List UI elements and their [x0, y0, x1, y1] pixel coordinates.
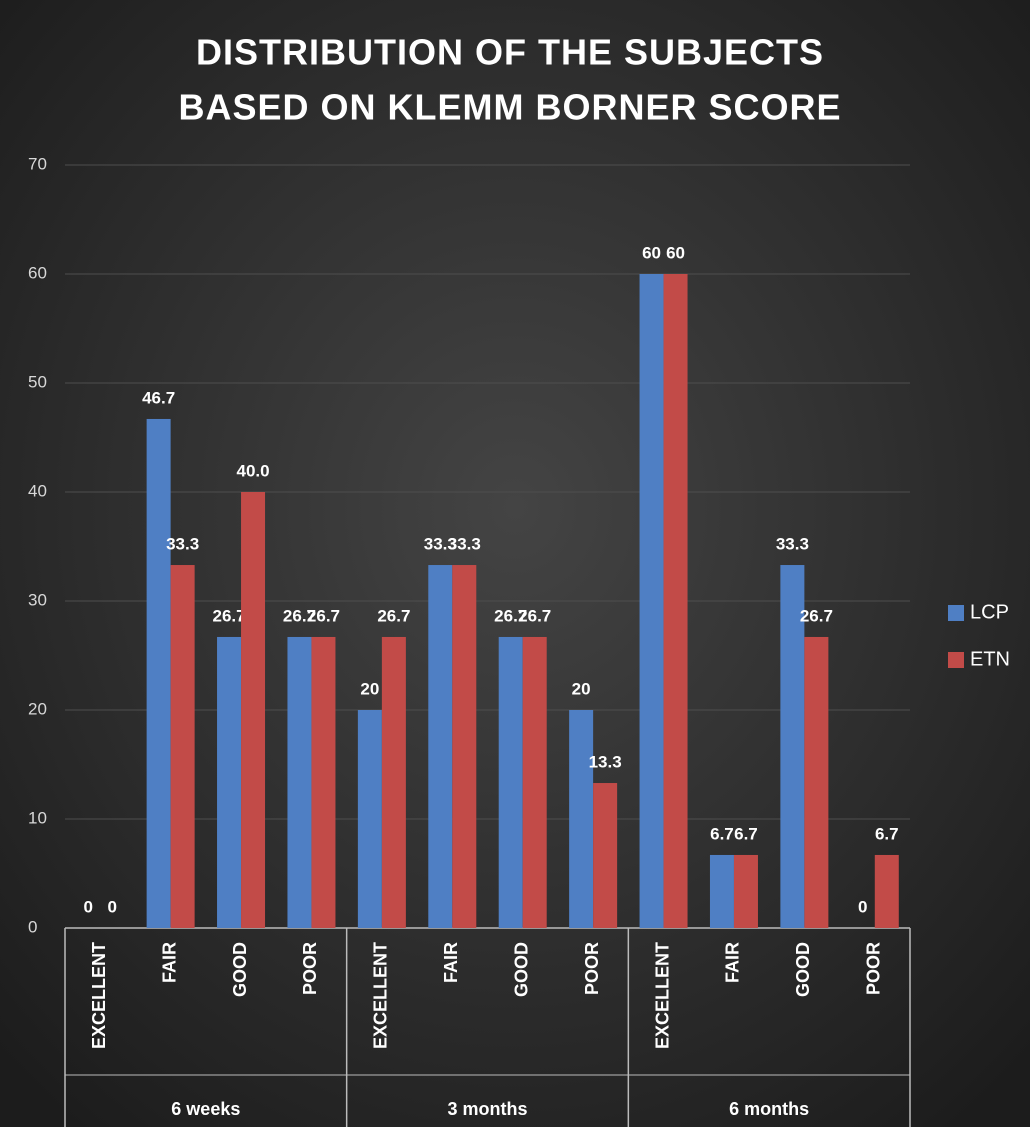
data-label: 33.3 [166, 535, 199, 554]
data-label: 26.7 [494, 606, 527, 625]
bar [780, 565, 805, 928]
x-tick-label: GOOD [230, 942, 250, 997]
data-label: 20 [572, 679, 591, 698]
data-label: 26.7 [377, 606, 410, 625]
y-tick-label: 10 [28, 808, 47, 827]
bar [804, 636, 829, 928]
group-label: 6 months [729, 1099, 809, 1119]
bar [241, 492, 266, 928]
data-label: 60 [642, 243, 661, 262]
x-tick-label: EXCELLENT [89, 942, 109, 1049]
data-label: 20 [360, 679, 379, 698]
bar [593, 783, 618, 928]
data-label: 33.3 [424, 535, 457, 554]
x-tick-label: POOR [300, 942, 320, 995]
x-tick-label: FAIR [159, 942, 179, 983]
x-tick-label: EXCELLENT [371, 942, 391, 1049]
x-tick-label: POOR [864, 942, 884, 995]
x-tick-label: GOOD [793, 942, 813, 997]
data-label: 26.7 [518, 606, 551, 625]
data-label: 26.7 [307, 606, 340, 625]
bar [522, 636, 547, 928]
data-label: 6.7 [710, 824, 734, 843]
bar [170, 565, 195, 928]
y-tick-label: 30 [28, 590, 47, 609]
data-label: 26.7 [212, 606, 245, 625]
group-label: 3 months [447, 1099, 527, 1119]
data-label: 60 [666, 243, 685, 262]
x-tick-label: EXCELLENT [652, 942, 672, 1049]
data-label: 26.7 [283, 606, 316, 625]
y-tick-label: 0 [28, 917, 37, 936]
data-label: 13.3 [589, 753, 622, 772]
x-tick-label: GOOD [511, 942, 531, 997]
bar [663, 274, 688, 928]
data-label: 46.7 [142, 388, 175, 407]
data-label: 40.0 [236, 461, 269, 480]
legend-swatch [948, 652, 964, 668]
y-tick-label: 70 [28, 154, 47, 173]
y-tick-label: 60 [28, 263, 47, 282]
bar [357, 710, 382, 928]
data-label: 33.3 [448, 535, 481, 554]
bar [452, 565, 477, 928]
data-label: 33.3 [776, 535, 809, 554]
data-label: 6.7 [734, 824, 758, 843]
group-label: 6 weeks [171, 1099, 240, 1119]
bar [146, 418, 171, 928]
bar [569, 710, 594, 928]
chart-title: DISTRIBUTION OF THE SUBJECTS [196, 32, 824, 73]
y-tick-label: 50 [28, 372, 47, 391]
bar [217, 636, 242, 928]
data-label: 6.7 [875, 824, 899, 843]
bar [428, 565, 453, 928]
bar [311, 636, 336, 928]
y-tick-label: 20 [28, 699, 47, 718]
bar [733, 854, 758, 928]
bar [709, 854, 734, 928]
x-tick-label: FAIR [441, 942, 461, 983]
x-tick-label: POOR [582, 942, 602, 995]
data-label: 0 [858, 897, 867, 916]
legend-label: ETN [970, 648, 1010, 670]
legend-label: LCP [970, 601, 1009, 623]
data-label: 0 [83, 897, 92, 916]
chart-title: BASED ON KLEMM BORNER SCORE [178, 87, 841, 128]
data-label: 26.7 [800, 606, 833, 625]
x-tick-label: FAIR [723, 942, 743, 983]
bar [874, 854, 899, 928]
bar [639, 274, 664, 928]
legend-swatch [948, 605, 964, 621]
bar [287, 636, 312, 928]
bar [498, 636, 523, 928]
y-tick-label: 40 [28, 481, 47, 500]
bar [381, 636, 406, 928]
data-label: 0 [107, 897, 116, 916]
